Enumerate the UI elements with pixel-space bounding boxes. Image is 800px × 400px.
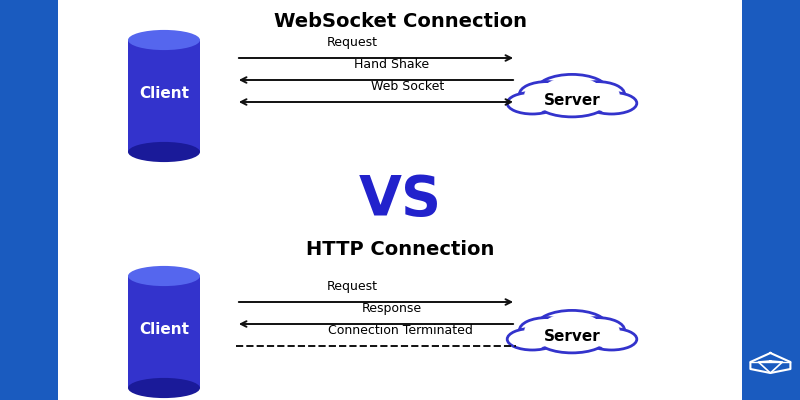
Ellipse shape — [536, 74, 608, 107]
Text: Server: Server — [544, 329, 600, 344]
Text: Server: Server — [544, 93, 600, 108]
Ellipse shape — [586, 328, 637, 350]
Text: Client: Client — [139, 86, 189, 102]
FancyBboxPatch shape — [0, 0, 58, 400]
Ellipse shape — [574, 320, 620, 340]
Text: HTTP Connection: HTTP Connection — [306, 240, 494, 259]
Text: VS: VS — [358, 173, 442, 227]
FancyBboxPatch shape — [742, 0, 800, 400]
Ellipse shape — [538, 90, 606, 117]
Ellipse shape — [591, 94, 632, 112]
Ellipse shape — [570, 82, 625, 107]
Ellipse shape — [512, 94, 553, 112]
Text: Request: Request — [326, 280, 378, 293]
Text: Client: Client — [139, 322, 189, 338]
Text: Web Socket: Web Socket — [371, 80, 445, 93]
Ellipse shape — [507, 328, 558, 350]
Text: Connection Terminated: Connection Terminated — [327, 324, 473, 337]
Ellipse shape — [542, 77, 602, 104]
Text: WebSocket Connection: WebSocket Connection — [274, 12, 526, 31]
Ellipse shape — [128, 142, 200, 162]
Text: Hand Shake: Hand Shake — [354, 58, 430, 71]
Ellipse shape — [507, 92, 558, 114]
Ellipse shape — [519, 318, 574, 343]
FancyBboxPatch shape — [148, 384, 180, 395]
Ellipse shape — [538, 326, 606, 353]
Ellipse shape — [519, 82, 574, 107]
Text: Request: Request — [326, 36, 378, 49]
FancyBboxPatch shape — [148, 148, 180, 159]
Ellipse shape — [586, 92, 637, 114]
Text: Response: Response — [362, 302, 422, 315]
Ellipse shape — [128, 378, 200, 398]
Ellipse shape — [544, 92, 600, 114]
Ellipse shape — [524, 320, 570, 340]
Ellipse shape — [544, 328, 600, 350]
Ellipse shape — [542, 313, 602, 340]
Ellipse shape — [570, 318, 625, 343]
Ellipse shape — [128, 30, 200, 50]
Ellipse shape — [524, 84, 570, 104]
Ellipse shape — [512, 330, 553, 348]
Ellipse shape — [574, 84, 620, 104]
FancyBboxPatch shape — [128, 40, 200, 152]
FancyBboxPatch shape — [128, 276, 200, 388]
Ellipse shape — [591, 330, 632, 348]
Ellipse shape — [536, 310, 608, 343]
Ellipse shape — [128, 266, 200, 286]
